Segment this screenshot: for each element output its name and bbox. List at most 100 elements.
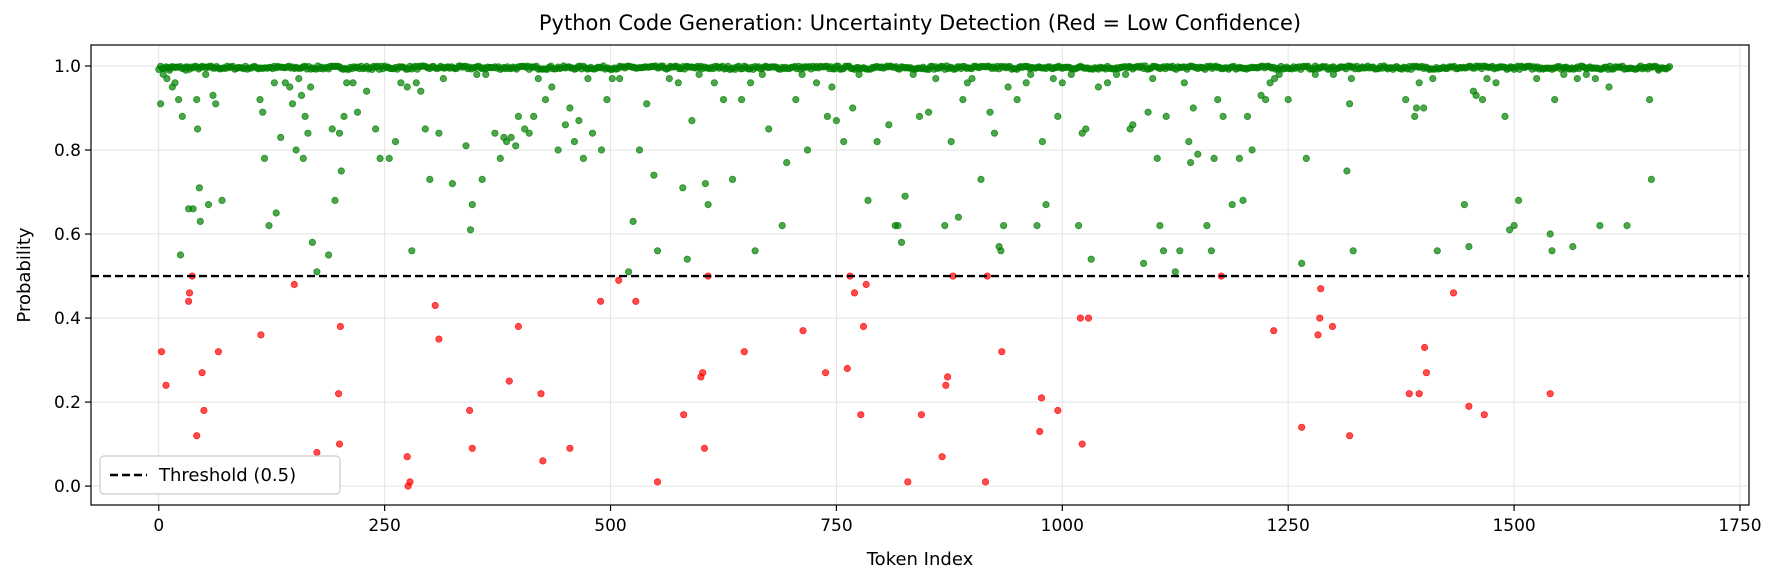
data-point	[700, 444, 709, 452]
data-point	[334, 390, 343, 398]
data-point	[981, 478, 990, 486]
data-point	[299, 154, 307, 162]
data-point	[496, 154, 504, 162]
data-point	[335, 129, 344, 137]
data-point	[313, 448, 321, 457]
data-point	[758, 70, 766, 79]
data-point	[1210, 154, 1218, 162]
data-point	[385, 154, 393, 162]
data-point	[1317, 285, 1325, 293]
data-point	[1420, 104, 1428, 112]
data-point	[596, 297, 605, 305]
data-point	[214, 348, 222, 356]
data-point	[990, 129, 999, 137]
y-tick-label: 0.8	[54, 141, 81, 161]
data-point	[331, 196, 339, 204]
plot-frame	[90, 44, 1750, 506]
x-tick-label: 1500	[1492, 516, 1535, 536]
data-point	[710, 79, 719, 87]
data-point	[353, 108, 362, 116]
data-point	[1004, 83, 1012, 91]
data-point	[277, 133, 285, 141]
data-point	[699, 369, 707, 377]
data-point	[615, 75, 624, 83]
data-point	[1415, 390, 1423, 398]
data-point	[941, 222, 949, 230]
data-point	[1515, 196, 1523, 204]
data-point	[166, 66, 174, 74]
data-point	[1605, 83, 1613, 91]
low-confidence-series	[157, 272, 1554, 490]
data-point	[176, 251, 185, 259]
data-point	[265, 222, 273, 230]
data-point	[597, 146, 606, 154]
data-point	[1042, 201, 1050, 209]
x-tick-label: 1750	[1718, 516, 1761, 536]
y-axis-label: Probability	[14, 227, 35, 322]
data-point	[371, 125, 380, 133]
data-point	[792, 96, 800, 104]
data-point	[193, 96, 201, 104]
data-point	[1087, 255, 1095, 263]
data-point	[1328, 322, 1337, 331]
data-point	[821, 369, 830, 377]
data-point	[954, 213, 963, 221]
data-point	[873, 138, 881, 146]
data-point	[512, 142, 520, 150]
data-point	[482, 70, 490, 79]
data-point	[362, 87, 371, 95]
data-point	[643, 100, 651, 108]
data-point	[406, 478, 414, 486]
data-point	[349, 79, 357, 87]
data-point	[421, 125, 429, 133]
data-point	[566, 104, 574, 112]
data-point	[904, 478, 912, 486]
data-point	[175, 96, 183, 104]
data-point	[1103, 79, 1112, 87]
data-point	[584, 75, 592, 83]
data-point	[1180, 79, 1188, 87]
data-point	[218, 196, 226, 204]
data-point	[189, 205, 197, 213]
data-point	[862, 280, 870, 289]
x-tick-label: 250	[368, 516, 400, 536]
data-point	[431, 301, 439, 310]
data-point	[473, 70, 481, 79]
data-point	[163, 75, 171, 83]
data-point	[514, 112, 523, 121]
data-point	[1203, 222, 1211, 230]
data-point	[1314, 331, 1322, 339]
data-point	[885, 121, 893, 129]
data-point	[680, 411, 688, 419]
data-point	[1422, 369, 1431, 377]
data-point	[849, 104, 857, 112]
data-point	[1082, 125, 1090, 133]
data-point	[1076, 314, 1085, 322]
data-point	[917, 411, 926, 419]
data-point	[1058, 79, 1066, 87]
data-point	[1483, 75, 1491, 83]
data-point	[1038, 138, 1047, 146]
x-tick-label: 0	[153, 516, 164, 536]
high-confidence-series	[155, 62, 1674, 276]
data-point	[1311, 70, 1319, 79]
data-point	[1187, 159, 1195, 167]
data-point	[688, 117, 696, 125]
data-point	[615, 276, 623, 284]
data-point	[850, 289, 859, 297]
data-point	[292, 146, 300, 154]
data-point	[1546, 390, 1554, 398]
data-point	[1569, 243, 1577, 251]
data-point	[1346, 100, 1354, 108]
data-point	[650, 171, 658, 179]
data-point	[855, 70, 863, 79]
data-point	[999, 222, 1008, 230]
data-point	[1415, 79, 1423, 87]
data-point	[1027, 70, 1035, 79]
data-point	[448, 180, 456, 188]
data-point	[859, 322, 868, 331]
data-point	[1094, 83, 1103, 91]
data-point	[212, 100, 220, 108]
data-point	[1546, 230, 1554, 238]
data-point	[1343, 167, 1351, 175]
